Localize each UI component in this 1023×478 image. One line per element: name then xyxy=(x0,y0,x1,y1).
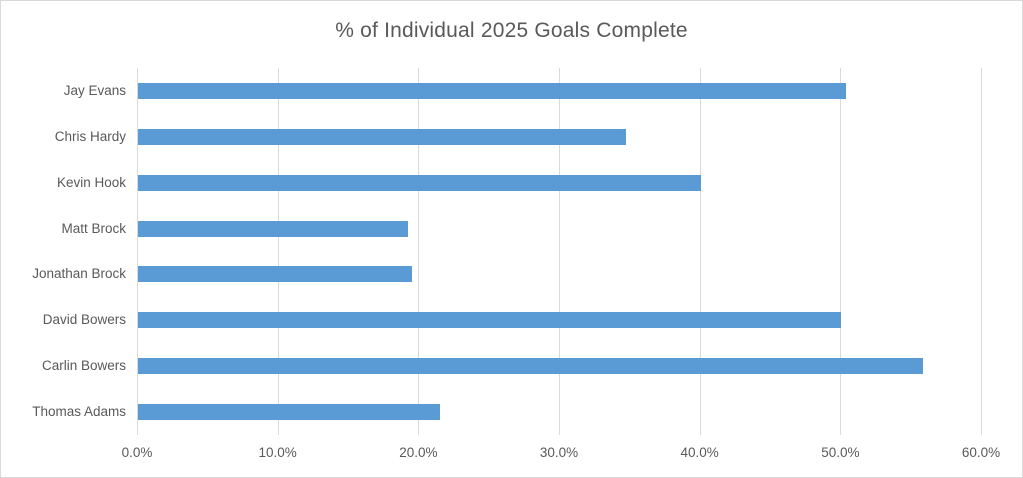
gridline xyxy=(981,68,982,435)
x-axis-labels: 0.0% 10.0% 20.0% 30.0% 40.0% 50.0% 60.0% xyxy=(122,445,1001,465)
category-label: Matt Brock xyxy=(61,220,126,236)
category-label: Carlin Bowers xyxy=(41,358,126,374)
y-axis-labels: Jay Evans Chris Hardy Kevin Hook Matt Brock… xyxy=(1,68,126,435)
gridline xyxy=(137,68,138,435)
bar-jonathan-brock xyxy=(138,266,413,283)
bar-matt-brock xyxy=(138,220,409,237)
gridline xyxy=(418,68,420,435)
gridline xyxy=(699,68,701,435)
category-label: David Bowers xyxy=(42,312,126,328)
x-tick-label: 0.0% xyxy=(121,445,153,460)
category-label: Kevin Hook xyxy=(56,174,126,190)
category-label: Chris Hardy xyxy=(54,128,126,144)
gridline xyxy=(277,68,279,435)
x-tick-label: 20.0% xyxy=(399,445,438,460)
bar-carlin-bowers xyxy=(138,358,923,375)
x-tick-label: 30.0% xyxy=(539,445,579,460)
x-tick-label: 10.0% xyxy=(258,445,297,460)
bar-david-bowers xyxy=(138,312,842,329)
category-label: Jonathan Brock xyxy=(32,266,126,282)
gridline xyxy=(559,68,560,435)
bar-chris-hardy xyxy=(138,128,627,145)
bar-jay-evans xyxy=(138,82,846,99)
category-label: Jay Evans xyxy=(63,82,126,98)
bar-thomas-adams xyxy=(138,404,441,421)
x-tick-label: 40.0% xyxy=(680,445,719,460)
gridline xyxy=(840,68,842,435)
bar-kevin-hook xyxy=(138,174,701,191)
plot-area xyxy=(137,68,982,435)
chart-title: % of Individual 2025 Goals Complete xyxy=(335,19,688,42)
x-tick-label: 50.0% xyxy=(821,445,860,460)
category-label: Thomas Adams xyxy=(32,404,126,420)
x-tick-label: 60.0% xyxy=(961,445,1001,460)
